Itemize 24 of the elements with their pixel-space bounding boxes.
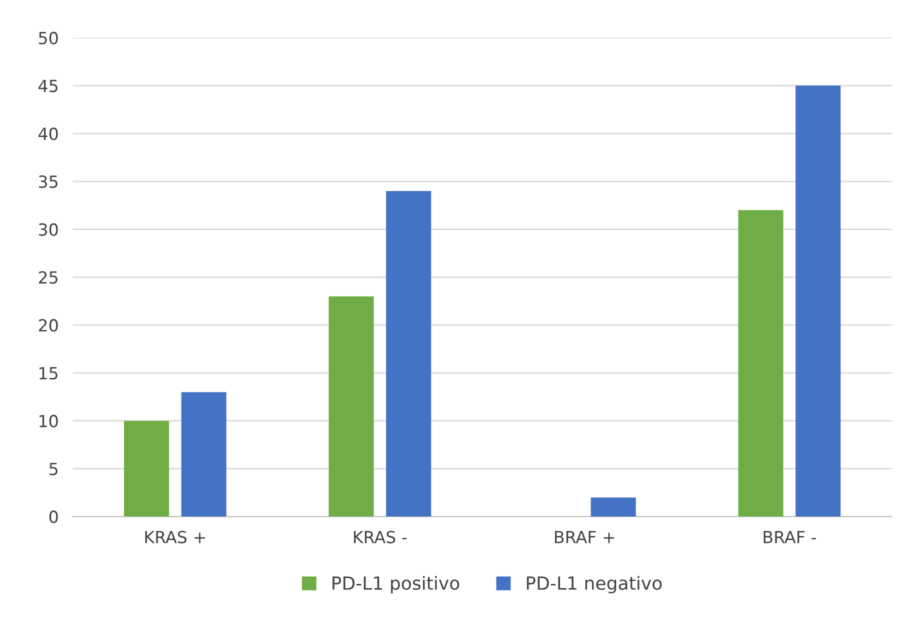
legend-label: PD-L1 negativo: [526, 576, 662, 594]
y-tick-label: 10: [40, 414, 58, 428]
bar: [386, 191, 432, 517]
bar: [796, 86, 841, 517]
x-tick-label: BRAF +: [555, 531, 614, 544]
y-tick-label: 25: [38, 271, 58, 284]
y-tick-label: 15: [40, 367, 58, 380]
y-tick-label: 45: [38, 80, 58, 92]
x-tick-label: BRAF -: [764, 531, 816, 544]
bar: [738, 210, 784, 517]
x-tick-label: KRAS +: [145, 530, 205, 544]
y-tick-label: 30: [38, 223, 58, 236]
legend-label: PD-L1 positivo: [332, 576, 460, 594]
bar: [590, 497, 636, 517]
y-tick-label: 40: [38, 128, 58, 140]
y-tick-label: 5: [50, 462, 58, 476]
bar: [124, 420, 170, 517]
y-tick-label: 35: [38, 175, 58, 188]
y-tick-label: 0: [49, 510, 58, 524]
bar: [181, 392, 226, 517]
x-tick-label: KRAS -: [354, 530, 407, 544]
bar: [328, 296, 374, 517]
y-tick-label: 50: [38, 32, 58, 44]
y-tick-label: 20: [38, 319, 58, 332]
